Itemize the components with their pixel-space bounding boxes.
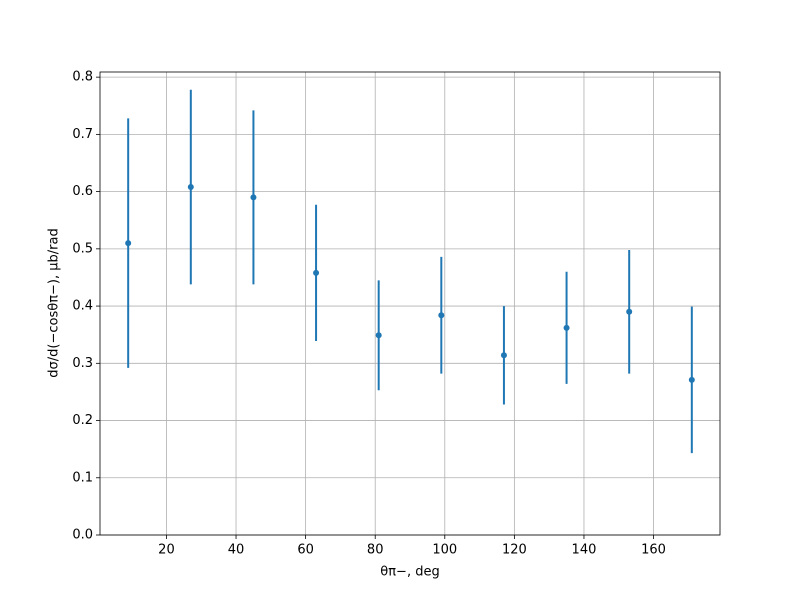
y-tick-label: 0.2 bbox=[72, 413, 93, 428]
x-axis-label: θπ−, deg bbox=[380, 565, 439, 580]
x-tick-label: 100 bbox=[432, 543, 457, 558]
data-point bbox=[688, 376, 695, 383]
data-point bbox=[626, 308, 633, 315]
x-tick-label: 140 bbox=[572, 543, 597, 558]
x-tick-label: 60 bbox=[297, 543, 314, 558]
y-tick-label: 0.8 bbox=[72, 70, 93, 85]
y-tick-label: 0.6 bbox=[72, 184, 93, 199]
plot-frame bbox=[99, 71, 721, 536]
y-tick-label: 0.1 bbox=[72, 470, 93, 485]
data-point bbox=[500, 352, 507, 359]
data-point bbox=[187, 184, 194, 191]
y-tick-label: 0.4 bbox=[72, 299, 93, 314]
y-tick-label: 0.7 bbox=[72, 127, 93, 142]
x-tick-label: 80 bbox=[367, 543, 384, 558]
data-point bbox=[250, 194, 257, 201]
y-tick-label: 0.0 bbox=[72, 528, 93, 543]
data-point bbox=[438, 312, 445, 319]
y-axis-label: dσ/d(−cosθπ−), μb/rad bbox=[47, 228, 62, 377]
x-tick-label: 40 bbox=[228, 543, 245, 558]
x-tick-label: 20 bbox=[158, 543, 175, 558]
data-point bbox=[563, 324, 570, 331]
x-tick-label: 160 bbox=[641, 543, 666, 558]
y-tick-label: 0.3 bbox=[72, 356, 93, 371]
y-tick-label: 0.5 bbox=[72, 241, 93, 256]
data-point bbox=[125, 240, 132, 247]
data-point bbox=[375, 332, 382, 339]
data-point bbox=[313, 269, 320, 276]
x-tick-label: 120 bbox=[502, 543, 527, 558]
